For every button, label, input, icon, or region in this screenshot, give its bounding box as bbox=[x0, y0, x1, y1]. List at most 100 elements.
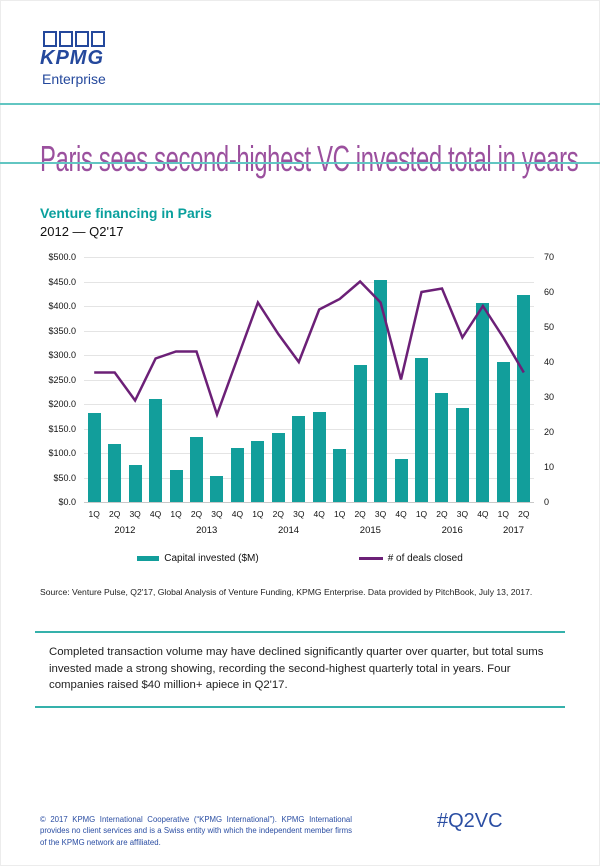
gridline bbox=[84, 355, 534, 356]
left-axis-tick-label: $150.0 bbox=[48, 423, 76, 434]
capital-invested-bar bbox=[435, 393, 449, 502]
capital-invested-bar bbox=[333, 449, 347, 502]
capital-invested-bar bbox=[108, 444, 122, 502]
quarter-tick-label: 1Q bbox=[497, 509, 509, 519]
teal-divider-under-title bbox=[0, 162, 600, 164]
callout-text: Completed transaction volume may have de… bbox=[49, 646, 544, 692]
gridline bbox=[84, 453, 534, 454]
right-axis-tick-label: 60 bbox=[544, 287, 555, 297]
chart-legend: Capital invested ($M) # of deals closed bbox=[0, 553, 600, 564]
capital-invested-bar bbox=[517, 295, 531, 502]
gridline bbox=[84, 379, 534, 381]
legend-label: Capital invested ($M) bbox=[164, 553, 259, 564]
quarter-tick-label: 1Q bbox=[170, 509, 182, 519]
quarter-tick-label: 2Q bbox=[354, 509, 366, 519]
capital-invested-bar bbox=[374, 280, 388, 502]
left-axis-tick-label: $450.0 bbox=[48, 276, 76, 287]
capital-invested-bar bbox=[271, 432, 285, 502]
capital-invested-bar bbox=[251, 441, 265, 502]
year-label: 2013 bbox=[196, 525, 218, 536]
capital-invested-bar bbox=[210, 476, 224, 502]
footer-copyright: © 2017 KPMG International Cooperative (“… bbox=[40, 815, 352, 847]
quarter-tick-label: 3Q bbox=[374, 509, 387, 519]
logo-square-icon bbox=[91, 31, 105, 47]
callout-box: Completed transaction volume may have de… bbox=[35, 631, 565, 708]
gridline bbox=[84, 330, 534, 332]
quarter-tick-label: 1Q bbox=[415, 509, 428, 519]
quarter-tick-label: 3Q bbox=[293, 509, 305, 519]
gridline bbox=[84, 502, 534, 503]
left-axis-tick-label: $0.0 bbox=[58, 497, 76, 507]
capital-invested-bar bbox=[169, 470, 183, 502]
legend-item-deals-closed: # of deals closed bbox=[358, 553, 463, 564]
teal-divider-top bbox=[0, 103, 600, 105]
capital-invested-bar bbox=[292, 416, 306, 502]
logo-square-icon bbox=[43, 31, 57, 47]
chart-title: Venture financing in Paris bbox=[40, 205, 212, 221]
kpmg-logo-enterprise: Enterprise bbox=[42, 71, 106, 87]
source-note: Source: Venture Pulse, Q2'17, Global Ana… bbox=[40, 587, 533, 597]
capital-invested-bar bbox=[353, 364, 367, 502]
quarter-tick-label: 2Q bbox=[436, 509, 448, 519]
quarter-tick-label: 2Q bbox=[272, 509, 284, 519]
capital-invested-bar bbox=[190, 436, 203, 502]
deals-closed-line bbox=[94, 279, 525, 419]
right-axis-tick-label: 40 bbox=[544, 357, 555, 367]
quarter-tick-label: 4Q bbox=[313, 509, 325, 519]
venture-financing-chart: $500.0 $450.0 $400.0 $350.0 $300.0 $250.0 $200… bbox=[0, 250, 600, 580]
left-axis-tick-label: $200.0 bbox=[48, 399, 76, 409]
line-series-swatch-icon bbox=[358, 557, 383, 560]
logo-square-icon bbox=[59, 31, 73, 47]
gridline bbox=[84, 257, 534, 258]
quarter-tick-label: 4Q bbox=[231, 509, 244, 519]
chart-subtitle: 2012 — Q2'17 bbox=[40, 224, 124, 239]
left-axis-tick-label: $300.0 bbox=[48, 350, 76, 360]
legend-label: # of deals closed bbox=[387, 553, 463, 564]
quarter-tick-label: 1Q bbox=[252, 509, 264, 519]
quarter-tick-label: 3Q bbox=[456, 509, 469, 519]
gridline bbox=[84, 428, 534, 430]
kpmg-logo: KPMG Enterprise bbox=[40, 31, 106, 87]
left-axis-tick-label: $250.0 bbox=[48, 374, 76, 385]
year-label: 2012 bbox=[114, 525, 136, 536]
year-label: 2017 bbox=[502, 525, 525, 536]
quarter-tick-label: 1Q bbox=[334, 509, 346, 519]
quarter-tick-label: 4Q bbox=[395, 509, 407, 519]
capital-invested-bar bbox=[230, 447, 244, 502]
gridline bbox=[84, 404, 534, 405]
right-axis-tick-label: 70 bbox=[544, 252, 555, 262]
right-axis-tick-label: 50 bbox=[544, 322, 555, 332]
footer-hashtag: #Q2VC bbox=[437, 810, 503, 832]
chart-plot-area bbox=[84, 257, 534, 503]
capital-invested-bar bbox=[415, 357, 428, 502]
logo-square-icon bbox=[75, 31, 89, 47]
capital-invested-bar bbox=[455, 407, 469, 502]
quarter-tick-label: 4Q bbox=[477, 509, 489, 519]
capital-invested-bar bbox=[496, 362, 510, 502]
left-axis-tick-label: $500.0 bbox=[48, 252, 76, 262]
capital-invested-bar bbox=[312, 411, 326, 502]
kpmg-logo-text: KPMG bbox=[40, 47, 104, 69]
right-axis-tick-label: 0 bbox=[544, 497, 550, 507]
page-title: Paris sees second-highest VC invested to… bbox=[40, 138, 579, 180]
legend-item-capital-invested: Capital invested ($M) bbox=[137, 553, 259, 564]
capital-invested-bar bbox=[149, 399, 163, 502]
year-label: 2016 bbox=[441, 525, 463, 536]
right-axis-tick-label: 30 bbox=[544, 392, 555, 402]
capital-invested-bar bbox=[87, 412, 101, 502]
quarter-tick-label: 1Q bbox=[88, 509, 100, 519]
deals-closed-polyline bbox=[94, 279, 525, 419]
chart-header: Venture financing in Paris 2012 — Q2'17 bbox=[40, 205, 212, 239]
left-axis-tick-label: $100.0 bbox=[48, 448, 76, 458]
quarter-tick-label: 2Q bbox=[109, 509, 121, 519]
gridline bbox=[84, 306, 534, 307]
capital-invested-bar bbox=[476, 303, 490, 502]
bar-series-swatch-icon bbox=[137, 556, 160, 561]
left-axis-tick-label: $50.0 bbox=[53, 472, 76, 483]
capital-invested-bar bbox=[128, 464, 142, 502]
kpmg-logo-squares-icon bbox=[43, 31, 106, 47]
quarter-tick-label: 4Q bbox=[149, 509, 162, 519]
left-axis-tick-label: $400.0 bbox=[48, 301, 76, 311]
quarter-tick-label: 3Q bbox=[211, 509, 223, 519]
right-axis-tick-label: 20 bbox=[544, 427, 555, 437]
